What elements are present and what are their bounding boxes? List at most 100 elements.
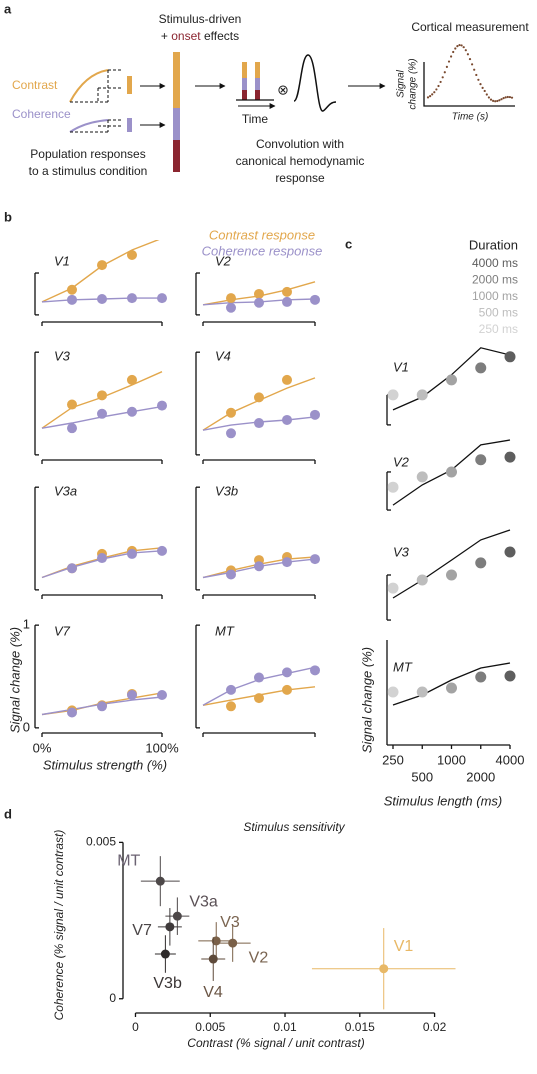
chart-title: V2 <box>393 454 410 469</box>
small-chart: V1 <box>34 240 167 326</box>
schematic-text: Cortical measurement <box>411 20 529 34</box>
data-point <box>475 362 487 374</box>
schematic-text: response <box>275 171 325 185</box>
data-point <box>475 671 487 683</box>
panel-a: a Stimulus-driven + onset effects Contra… <box>4 1 529 185</box>
data-point <box>97 260 107 271</box>
chart-title: V2 <box>215 253 232 268</box>
dot <box>464 49 467 52</box>
dot <box>502 97 505 100</box>
dot <box>429 94 432 98</box>
data-point <box>165 922 175 932</box>
data-point <box>226 701 236 712</box>
data-point <box>416 471 428 483</box>
panel-label: a <box>4 1 12 16</box>
chart-title: Stimulus sensitivity <box>243 820 345 834</box>
legend-entry: 250 ms <box>479 322 518 336</box>
data-point <box>67 294 77 305</box>
guide <box>70 69 122 103</box>
legend-title: Duration <box>469 237 518 252</box>
x-tick-label: 0.005 <box>195 1020 225 1034</box>
small-chart: 0% 100% 0 1 V7 <box>23 617 179 756</box>
x-tick-label: 0% <box>33 740 52 755</box>
dot <box>447 60 451 63</box>
dot <box>441 76 444 79</box>
measurement-curve <box>426 43 514 103</box>
y-tick-label: 0 <box>109 991 116 1005</box>
legend-entry: Coherence response <box>202 243 323 258</box>
data-point <box>155 876 165 886</box>
data-point <box>172 911 182 921</box>
data-point <box>127 548 137 559</box>
schematic-text: Time <box>242 112 269 126</box>
x-tick-label: 0.01 <box>273 1020 297 1034</box>
schematic-text: canonical hemodynamic <box>236 154 365 168</box>
x-tick-label: 100% <box>145 740 179 755</box>
dot <box>445 65 448 68</box>
small-chart: V3 <box>386 529 516 621</box>
guide <box>70 119 122 133</box>
chart-title: V3 <box>54 348 71 363</box>
data-point <box>416 389 428 401</box>
x-tick-label: 0.02 <box>423 1020 447 1034</box>
dot <box>475 73 478 77</box>
data-point <box>282 296 292 307</box>
bar-icon <box>255 62 260 78</box>
point-label: V7 <box>132 922 152 939</box>
chart-title: V4 <box>215 348 231 363</box>
bar-icon <box>242 62 247 78</box>
operator: ⊗ <box>277 82 289 98</box>
y-axis-label: Signal change (%) <box>7 627 22 733</box>
data-point <box>127 406 137 417</box>
x-tick-label: 2000 <box>466 769 495 784</box>
data-point <box>127 689 137 700</box>
data-point <box>387 389 399 401</box>
data-point <box>160 949 170 959</box>
data-point <box>226 407 236 418</box>
text-part: effects <box>201 29 239 43</box>
x-tick-label: 250 <box>382 752 404 767</box>
data-point <box>310 665 320 676</box>
dot <box>454 47 457 50</box>
x-axis-label: Stimulus length (ms) <box>384 793 502 808</box>
dot <box>443 71 446 74</box>
x-tick-label: 500 <box>411 769 433 784</box>
data-point <box>254 418 264 429</box>
data-point <box>67 563 77 574</box>
data-point <box>446 374 457 386</box>
data-point <box>310 554 320 565</box>
schematic-text: Time (s) <box>452 112 489 123</box>
data-point <box>379 964 389 974</box>
dot <box>439 80 442 84</box>
bar-icon <box>173 52 180 108</box>
dot <box>433 91 436 94</box>
dot <box>462 46 465 49</box>
point-label: V3b <box>153 975 182 992</box>
data-point <box>475 454 487 466</box>
data-point <box>208 954 218 964</box>
schematic-text: + onset effects <box>161 29 239 43</box>
dot <box>498 99 501 102</box>
y-axis-label: Coherence (% signal / unit contrast) <box>52 830 66 1021</box>
schematic-text: Contrast <box>12 78 58 92</box>
data-point <box>254 297 264 308</box>
legend-entry: Contrast response <box>209 227 315 242</box>
data-point <box>254 561 264 572</box>
data-point <box>416 574 428 586</box>
schematic-text: to a stimulus condition <box>29 164 148 178</box>
small-chart: V4 <box>195 348 320 464</box>
dot <box>450 55 453 58</box>
curve <box>69 119 109 133</box>
bar-icon <box>255 78 260 90</box>
data-point <box>254 392 264 403</box>
bar-icon <box>173 108 180 140</box>
legend-entry: 500 ms <box>479 306 518 320</box>
data-point <box>228 938 238 948</box>
data-point <box>446 569 457 581</box>
chart-title: V1 <box>393 359 409 374</box>
point-label: V4 <box>203 984 223 1001</box>
legend-entry: 1000 ms <box>472 289 518 303</box>
data-point <box>387 582 399 594</box>
